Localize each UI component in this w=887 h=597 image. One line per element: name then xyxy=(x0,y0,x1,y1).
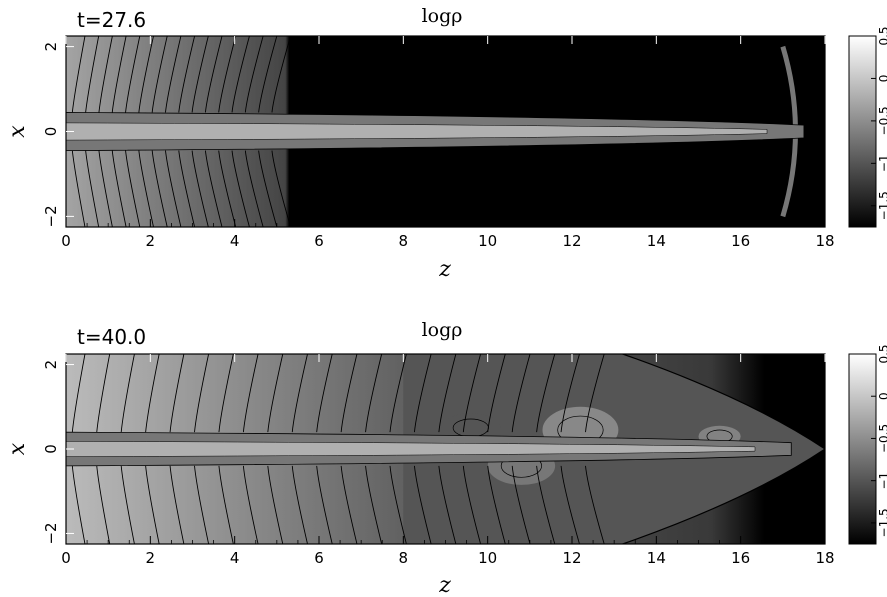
bow-shock-front xyxy=(622,354,825,544)
x-tick-label: 18 xyxy=(815,549,834,567)
colorbar-tick-label: 0.5 xyxy=(877,344,887,363)
colorbar xyxy=(848,353,877,545)
x-tick-label: 8 xyxy=(399,232,409,250)
time-label: t=27.6 xyxy=(77,8,146,32)
density-contour xyxy=(438,354,457,544)
density-contour xyxy=(536,354,556,544)
x-tick-label: 12 xyxy=(562,232,581,250)
density-field xyxy=(66,354,825,544)
density-contour xyxy=(178,36,196,227)
y-tick-label: 0 xyxy=(42,444,60,454)
density-contour xyxy=(71,354,86,544)
density-contour xyxy=(511,354,531,544)
plot-title: logρ xyxy=(422,5,463,27)
density-contour xyxy=(560,354,580,544)
density-contour xyxy=(85,36,100,227)
density-contour xyxy=(291,354,308,544)
density-contour xyxy=(271,36,291,227)
x-tick-label: 18 xyxy=(815,232,834,250)
density-contour xyxy=(120,354,135,544)
colorbar-tick-label: 0.5 xyxy=(877,26,887,45)
density-contour xyxy=(414,354,432,544)
y-axis-label: x xyxy=(5,442,30,455)
density-contour xyxy=(194,354,210,544)
x-tick-label: 14 xyxy=(647,232,666,250)
density-contour xyxy=(258,36,278,227)
x-tick-label: 14 xyxy=(647,549,666,567)
density-contour xyxy=(151,36,168,227)
colorbar-tick-label: −1 xyxy=(877,154,887,172)
density-contour xyxy=(365,354,383,544)
colorbar-tick-label: −1 xyxy=(877,472,887,490)
density-contour xyxy=(96,354,111,544)
colorbar-tick-label: −0.5 xyxy=(877,106,887,135)
x-tick-label: 12 xyxy=(562,549,581,567)
panel-2: 0 2 4 6 8 10 12 14 16 18−202logρt=40.0zx−1.5−1−0.… xyxy=(5,319,887,597)
x-tick-label: 16 xyxy=(731,232,750,250)
x-tick-label: 10 xyxy=(478,232,497,250)
density-contour xyxy=(267,354,284,544)
x-tick-label: 0 xyxy=(61,232,71,250)
y-tick-label: −2 xyxy=(42,205,60,227)
colorbar-tick-label: 0 xyxy=(877,392,887,400)
colorbar-tick-label: −1.5 xyxy=(877,191,887,220)
x-tick-label: 16 xyxy=(731,549,750,567)
y-axis-label: x xyxy=(5,125,30,138)
density-contour xyxy=(585,354,605,544)
density-contour xyxy=(231,36,250,227)
density-contour xyxy=(316,354,333,544)
density-contour xyxy=(111,36,127,227)
x-tick-label: 8 xyxy=(399,549,409,567)
colorbar-tick-label: 0 xyxy=(877,75,887,83)
density-contour xyxy=(191,36,209,227)
plot-title: logρ xyxy=(422,319,463,341)
x-tick-label: 10 xyxy=(478,549,497,567)
colorbar-tick-label: −1.5 xyxy=(877,508,887,537)
x-axis-label: z xyxy=(438,257,451,282)
x-tick-label: 6 xyxy=(314,232,324,250)
x-tick-label: 4 xyxy=(230,549,240,567)
time-label: t=40.0 xyxy=(77,325,146,349)
colorbar-tick-label: −0.5 xyxy=(877,424,887,453)
y-tick-label: 2 xyxy=(42,360,60,370)
density-contour xyxy=(487,354,506,544)
y-tick-label: 0 xyxy=(42,127,60,137)
density-field xyxy=(66,36,825,227)
x-tick-label: 6 xyxy=(314,549,324,567)
density-contour xyxy=(218,354,234,544)
colorbar xyxy=(848,35,877,228)
density-contour xyxy=(71,36,86,227)
density-contour xyxy=(389,354,407,544)
jet-core xyxy=(66,122,768,141)
x-tick-label: 2 xyxy=(146,549,156,567)
x-tick-label: 0 xyxy=(61,549,71,567)
density-contour xyxy=(165,36,182,227)
x-axis-label: z xyxy=(438,573,451,597)
y-tick-label: 2 xyxy=(42,42,60,52)
x-tick-label: 4 xyxy=(230,232,240,250)
density-contour xyxy=(145,354,160,544)
panel-1: 0 2 4 6 8 10 12 14 16 18−202logρt=27.6zx−1.5−1−0.… xyxy=(5,5,887,282)
density-contour xyxy=(218,36,237,227)
density-contour xyxy=(98,36,113,227)
density-contour xyxy=(462,354,482,544)
density-contour xyxy=(242,354,259,544)
density-contour xyxy=(244,36,264,227)
density-contour xyxy=(169,354,185,544)
x-tick-label: 2 xyxy=(146,232,156,250)
density-contour xyxy=(138,36,154,227)
y-tick-label: −2 xyxy=(42,522,60,544)
density-contour xyxy=(340,354,358,544)
density-contour xyxy=(204,36,223,227)
density-contour xyxy=(125,36,141,227)
